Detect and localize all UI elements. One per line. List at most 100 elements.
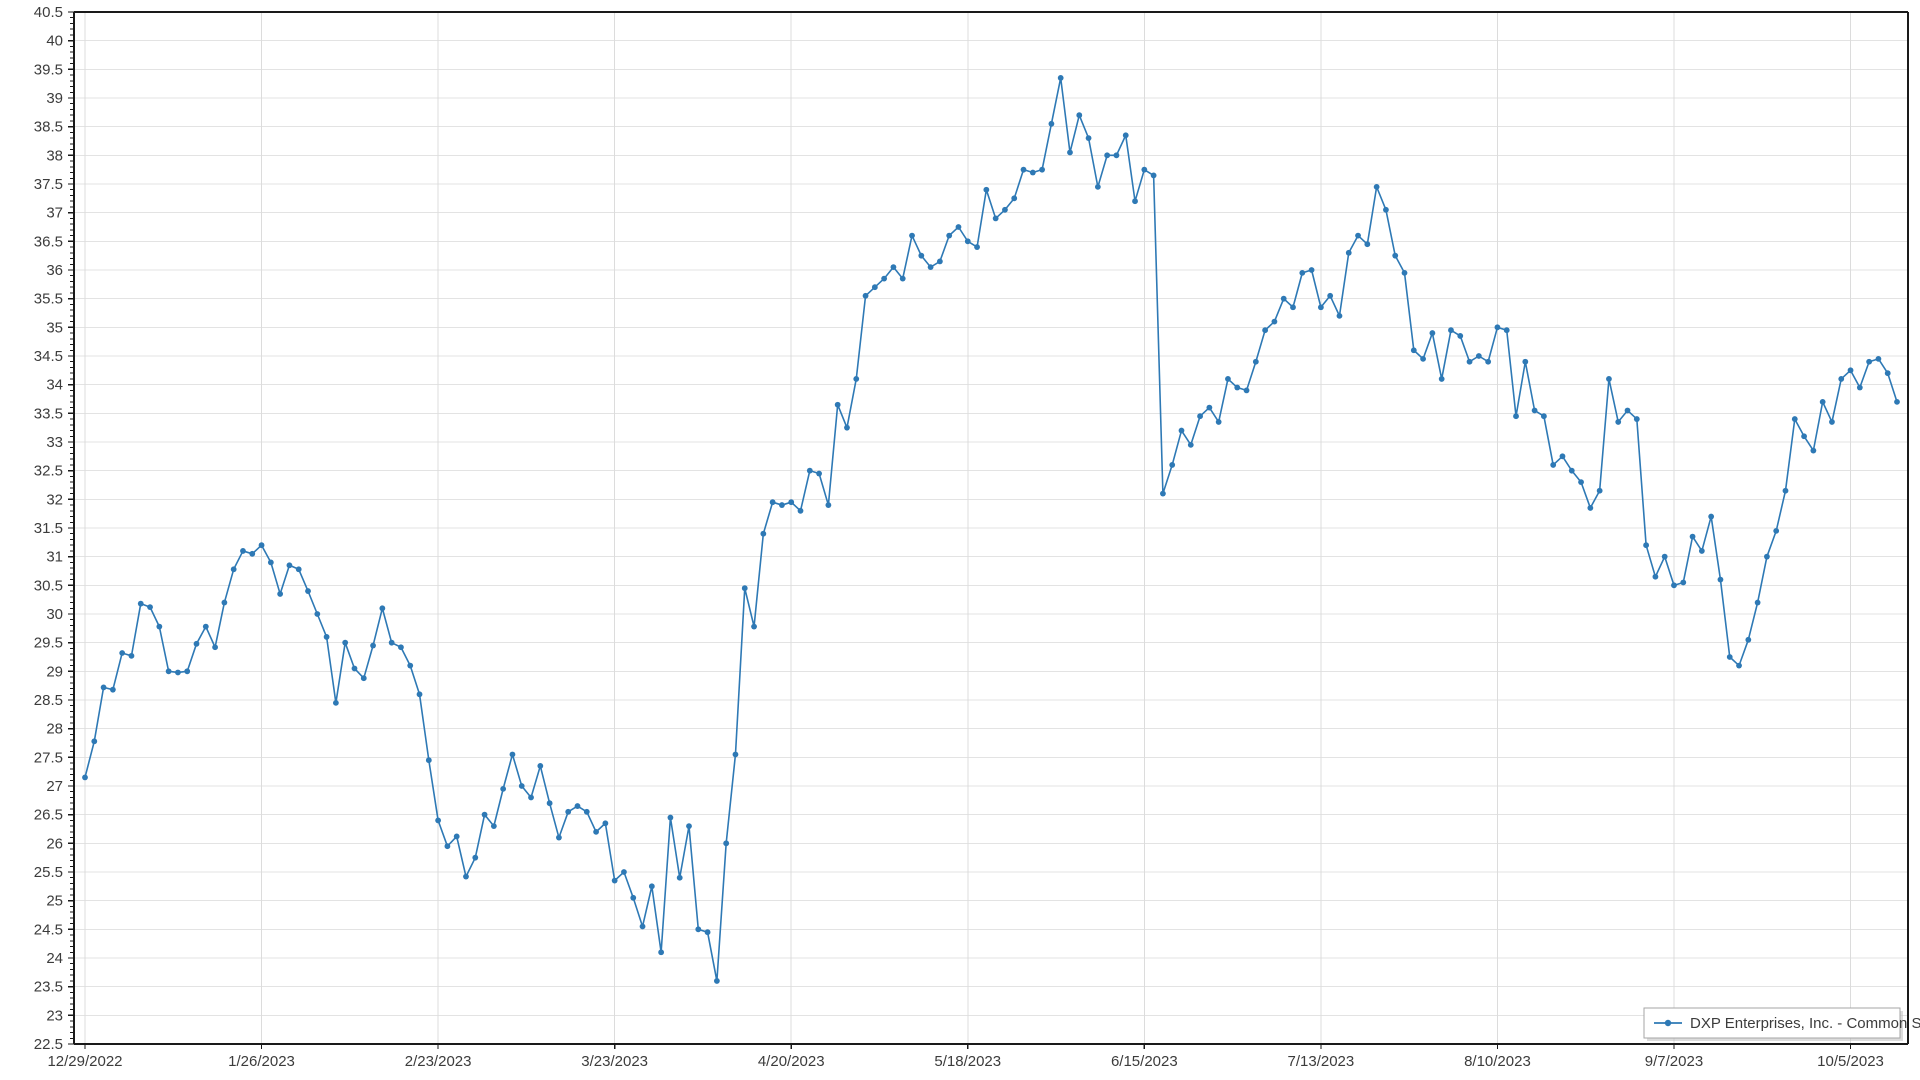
data-point-marker[interactable] bbox=[1122, 132, 1129, 139]
data-point-marker[interactable] bbox=[453, 833, 460, 840]
data-point-marker[interactable] bbox=[686, 823, 692, 830]
data-point-marker[interactable] bbox=[249, 550, 256, 557]
data-point-marker[interactable] bbox=[556, 834, 562, 841]
data-point-marker[interactable] bbox=[1689, 533, 1696, 540]
data-point-marker[interactable] bbox=[788, 499, 795, 506]
data-point-marker[interactable] bbox=[583, 808, 590, 815]
data-point-marker[interactable] bbox=[165, 668, 172, 675]
data-point-marker[interactable] bbox=[360, 675, 367, 682]
data-point-marker[interactable] bbox=[1206, 404, 1213, 411]
data-point-marker[interactable] bbox=[1624, 407, 1631, 414]
data-point-marker[interactable] bbox=[1225, 376, 1231, 382]
data-point-marker[interactable] bbox=[1160, 490, 1166, 497]
data-point-marker[interactable] bbox=[1345, 249, 1352, 256]
data-point-marker[interactable] bbox=[91, 738, 98, 745]
data-point-marker[interactable] bbox=[1531, 407, 1538, 414]
data-point-marker[interactable] bbox=[741, 585, 748, 592]
data-point-marker[interactable] bbox=[500, 785, 507, 792]
data-point-marker[interactable] bbox=[1132, 198, 1138, 205]
data-point-marker[interactable] bbox=[723, 840, 730, 847]
data-point-marker[interactable] bbox=[537, 763, 544, 769]
data-point-marker[interactable] bbox=[528, 794, 534, 801]
data-point-marker[interactable] bbox=[1494, 324, 1501, 331]
data-point-marker[interactable] bbox=[1113, 152, 1120, 159]
data-point-marker[interactable] bbox=[184, 668, 191, 675]
data-point-marker[interactable] bbox=[1355, 232, 1361, 239]
data-point-marker[interactable] bbox=[816, 470, 822, 477]
data-point-marker[interactable] bbox=[295, 566, 302, 573]
data-point-marker[interactable] bbox=[137, 600, 144, 607]
data-point-marker[interactable] bbox=[128, 652, 135, 659]
data-point-marker[interactable] bbox=[351, 665, 358, 672]
data-point-marker[interactable] bbox=[927, 264, 934, 271]
data-point-marker[interactable] bbox=[658, 949, 665, 956]
data-point-marker[interactable] bbox=[323, 634, 330, 640]
data-point-marker[interactable] bbox=[1141, 166, 1148, 173]
data-point-marker[interactable] bbox=[732, 751, 739, 758]
data-point-marker[interactable] bbox=[546, 800, 553, 807]
data-point-marker[interactable] bbox=[379, 605, 386, 612]
data-point-marker[interactable] bbox=[407, 662, 414, 669]
data-point-marker[interactable] bbox=[964, 238, 971, 245]
data-point-marker[interactable] bbox=[1708, 513, 1715, 520]
data-point-marker[interactable] bbox=[890, 264, 897, 271]
data-point-marker[interactable] bbox=[202, 623, 209, 630]
data-point-marker[interactable] bbox=[1002, 206, 1008, 213]
data-point-marker[interactable] bbox=[1568, 467, 1575, 474]
data-point-marker[interactable] bbox=[1754, 599, 1761, 606]
data-point-marker[interactable] bbox=[1782, 487, 1789, 494]
data-point-marker[interactable] bbox=[806, 467, 813, 474]
data-point-marker[interactable] bbox=[946, 232, 953, 239]
data-point-marker[interactable] bbox=[1243, 387, 1250, 394]
data-point-marker[interactable] bbox=[518, 783, 525, 789]
data-point-marker[interactable] bbox=[1596, 487, 1603, 494]
data-point-marker[interactable] bbox=[1791, 416, 1798, 422]
data-point-marker[interactable] bbox=[342, 639, 349, 646]
data-point-marker[interactable] bbox=[1373, 183, 1380, 190]
data-point-marker[interactable] bbox=[621, 869, 627, 875]
data-point-marker[interactable] bbox=[1680, 579, 1687, 586]
data-point-marker[interactable] bbox=[221, 599, 228, 606]
data-point-marker[interactable] bbox=[100, 684, 107, 691]
data-point-marker[interactable] bbox=[1094, 183, 1101, 190]
data-point-marker[interactable] bbox=[463, 873, 469, 880]
data-point-marker[interactable] bbox=[1271, 318, 1278, 325]
data-point-marker[interactable] bbox=[1048, 120, 1055, 127]
data-point-marker[interactable] bbox=[230, 566, 237, 573]
data-point-marker[interactable] bbox=[147, 604, 153, 611]
data-point-marker[interactable] bbox=[983, 186, 990, 193]
data-point-marker[interactable] bbox=[1726, 654, 1733, 660]
data-point-marker[interactable] bbox=[1401, 269, 1408, 276]
data-point-marker[interactable] bbox=[1039, 166, 1046, 173]
data-point-marker[interactable] bbox=[1801, 433, 1807, 440]
data-point-marker[interactable] bbox=[1866, 358, 1873, 365]
data-point-marker[interactable] bbox=[1187, 441, 1194, 448]
chart-legend[interactable]: DXP Enterprises, Inc. - Common Stock bbox=[1643, 1007, 1920, 1041]
data-series[interactable] bbox=[82, 75, 1900, 984]
data-point-marker[interactable] bbox=[258, 542, 265, 549]
data-point-marker[interactable] bbox=[1104, 152, 1111, 159]
data-point-marker[interactable] bbox=[1290, 304, 1296, 311]
data-point-marker[interactable] bbox=[1364, 241, 1371, 248]
data-point-marker[interactable] bbox=[667, 814, 674, 821]
data-point-marker[interactable] bbox=[1317, 304, 1324, 311]
data-point-marker[interactable] bbox=[1029, 169, 1036, 176]
data-point-marker[interactable] bbox=[909, 232, 915, 239]
data-point-marker[interactable] bbox=[936, 258, 943, 265]
legend-box[interactable] bbox=[1643, 1007, 1901, 1039]
data-point-marker[interactable] bbox=[193, 640, 200, 647]
data-point-marker[interactable] bbox=[175, 669, 181, 676]
data-point-marker[interactable] bbox=[1011, 195, 1018, 202]
data-point-marker[interactable] bbox=[1671, 582, 1677, 589]
data-point-marker[interactable] bbox=[1262, 327, 1269, 334]
data-point-marker[interactable] bbox=[425, 757, 432, 764]
data-point-marker[interactable] bbox=[1764, 553, 1770, 560]
data-point-marker[interactable] bbox=[1550, 462, 1557, 468]
data-point-marker[interactable] bbox=[1475, 353, 1482, 359]
data-point-marker[interactable] bbox=[1559, 453, 1566, 460]
data-point-marker[interactable] bbox=[444, 843, 451, 850]
data-point-marker[interactable] bbox=[1615, 419, 1622, 425]
data-point-marker[interactable] bbox=[918, 252, 925, 259]
data-point-marker[interactable] bbox=[1383, 206, 1389, 213]
data-point-marker[interactable] bbox=[955, 224, 962, 230]
